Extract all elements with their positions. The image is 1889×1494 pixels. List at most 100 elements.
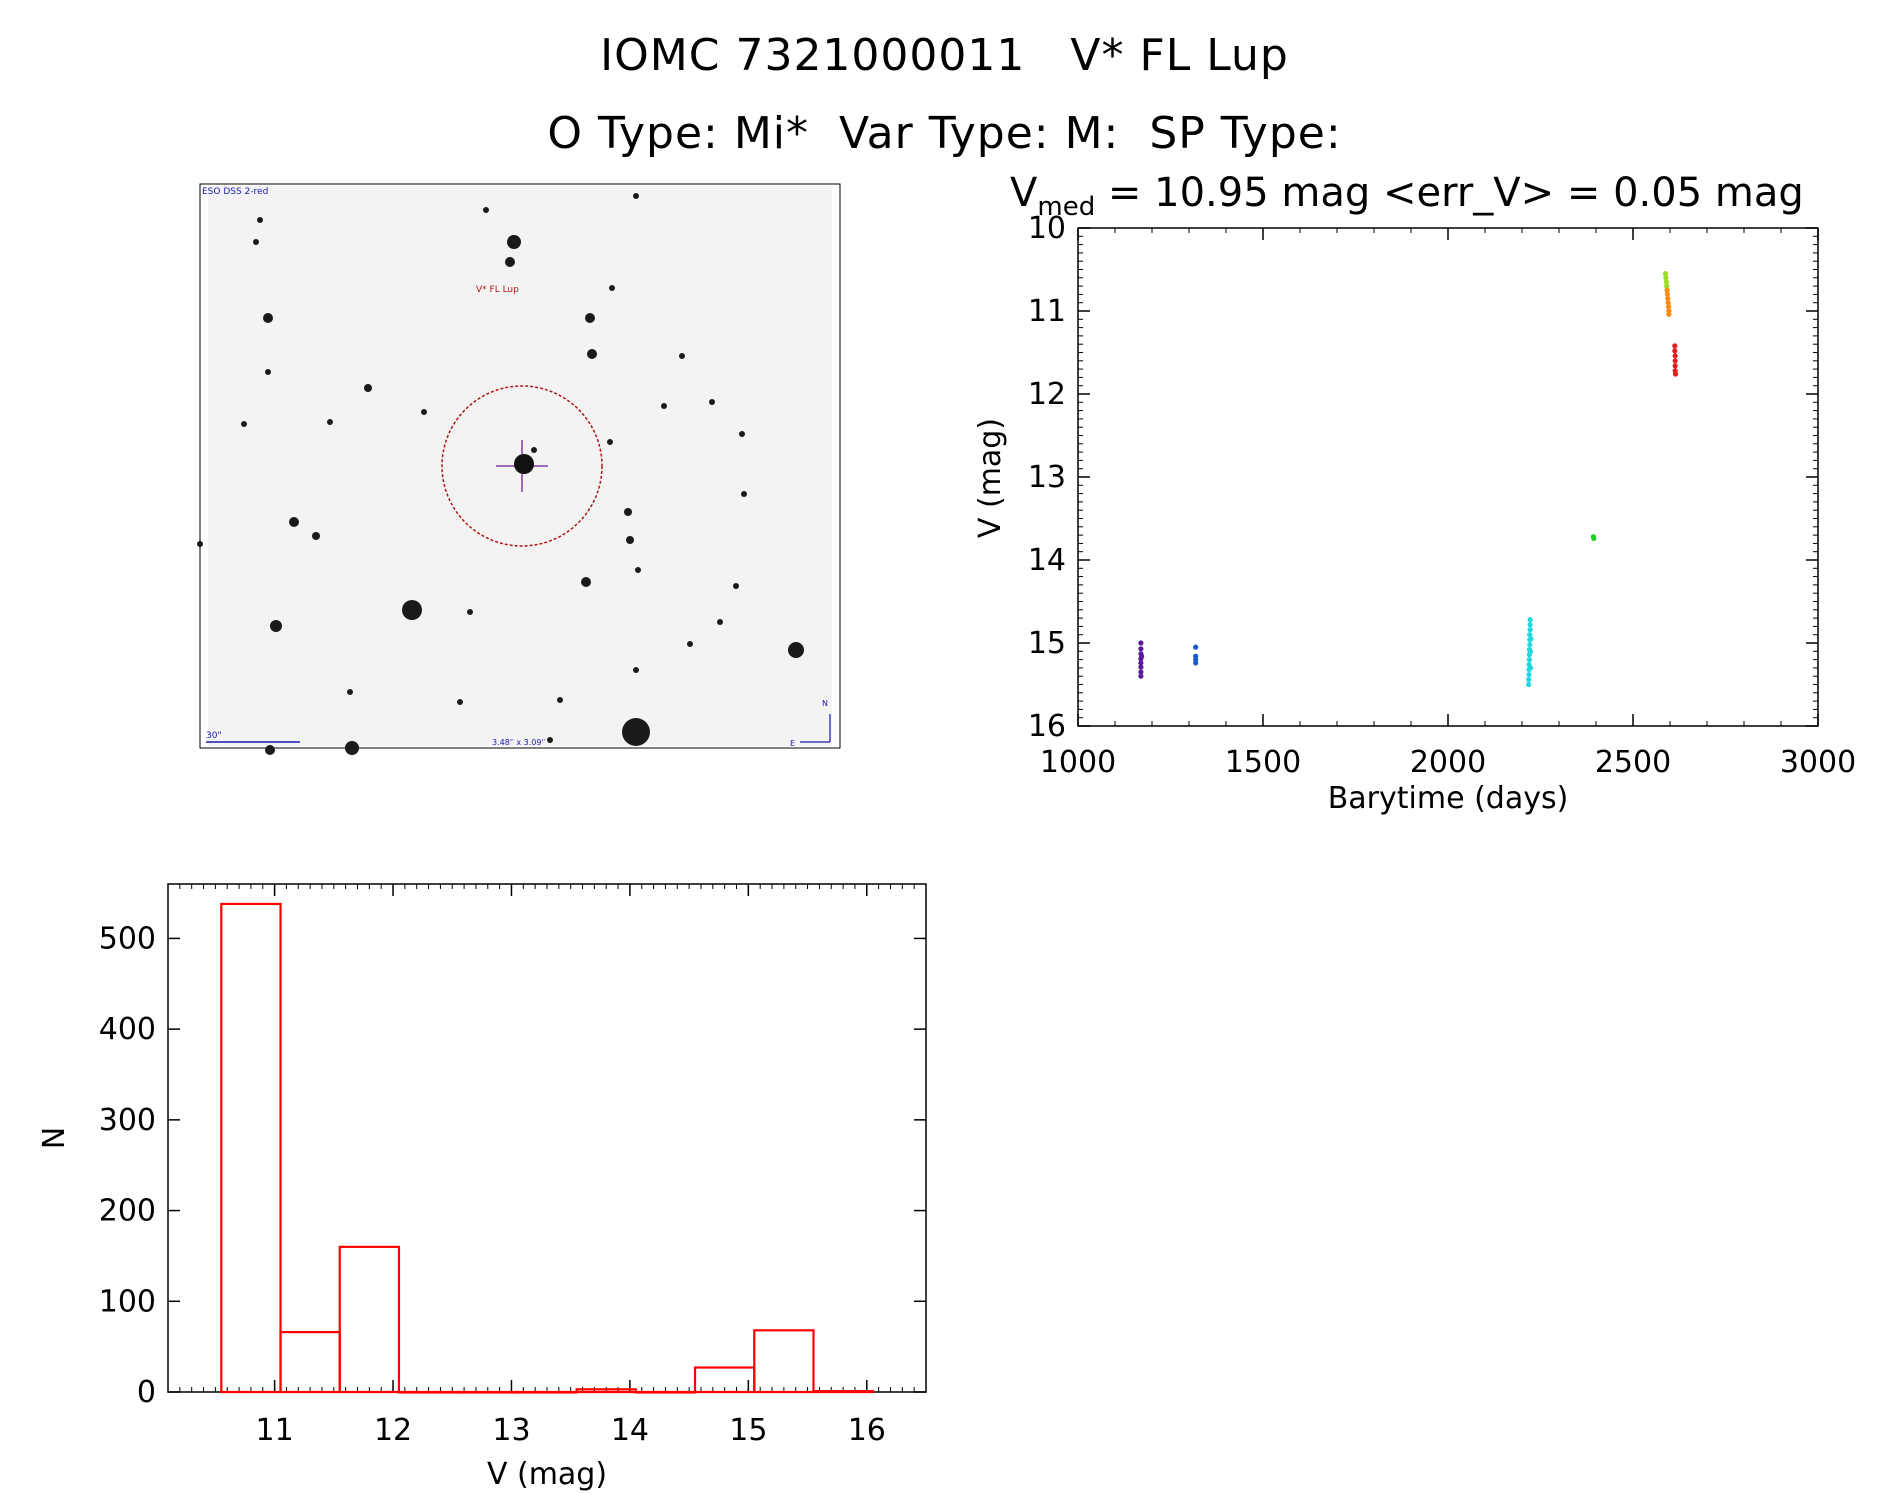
lc-data-point xyxy=(1527,617,1533,623)
lc-data-point xyxy=(1664,291,1671,297)
survey-label: ESO DSS 2-red xyxy=(202,187,268,197)
field-star xyxy=(327,419,333,425)
lc-data-point xyxy=(1662,271,1669,277)
lc-y-tick-label: 12 xyxy=(1028,377,1066,412)
hist-bar xyxy=(279,1331,341,1394)
hist-x-tick-label: 13 xyxy=(492,1413,530,1448)
lc-x-tick-label: 2000 xyxy=(1410,745,1486,780)
field-star xyxy=(587,349,597,359)
scale-label: 30" xyxy=(206,731,222,741)
lc-data-point xyxy=(1526,657,1532,663)
lc-data-point xyxy=(1138,646,1144,652)
field-star xyxy=(457,699,463,705)
lc-data-point xyxy=(1527,665,1534,671)
lc-data-point xyxy=(1672,368,1678,374)
field-star xyxy=(197,541,203,547)
field-star xyxy=(585,313,595,323)
hist-bar xyxy=(693,1366,756,1394)
field-star xyxy=(788,642,804,658)
lc-y-axis-label: V (mag) xyxy=(973,418,1008,538)
lc-data-point xyxy=(1193,644,1199,650)
field-star xyxy=(609,285,615,291)
lc-data-point xyxy=(1666,311,1672,317)
lc-data-point xyxy=(1526,652,1532,658)
lc-data-point xyxy=(1193,657,1199,663)
field-star xyxy=(402,600,422,620)
field-star xyxy=(270,620,282,632)
lc-data-point xyxy=(1138,640,1144,646)
hist-bar xyxy=(516,1390,578,1394)
page-title: IOMC 7321000011 V* FL Lup xyxy=(600,30,1289,81)
lc-data-point xyxy=(1527,627,1533,633)
finder-frame xyxy=(199,183,841,749)
histogram-chart: 11 12 13 14 15 16 0 100 200 300 400 500 V (mag) N xyxy=(37,883,927,1492)
field-star xyxy=(557,697,563,703)
star-field xyxy=(197,193,804,755)
lc-data-point xyxy=(1526,681,1532,688)
field-star xyxy=(257,217,263,223)
field-star xyxy=(531,447,537,453)
lc-data-point xyxy=(1138,664,1144,670)
lc-data-point xyxy=(1665,304,1672,310)
field-star xyxy=(741,491,747,497)
lc-data-point xyxy=(1527,637,1533,643)
lc-data-point xyxy=(1138,673,1144,679)
hist-axis-ticks: 11 12 13 14 15 16 0 100 200 300 400 500 xyxy=(99,884,926,1448)
lc-data-point xyxy=(1663,275,1669,281)
lc-data-point xyxy=(1138,669,1144,675)
finder-image-background xyxy=(208,186,832,746)
lc-data-point xyxy=(1139,653,1145,659)
lc-data-point xyxy=(1666,308,1672,314)
hist-bar xyxy=(575,1388,637,1394)
lc-x-tick-label: 2500 xyxy=(1595,745,1671,780)
field-star xyxy=(507,235,521,249)
lc-data-point xyxy=(1138,656,1144,662)
field-star xyxy=(717,619,723,625)
lc-data-point xyxy=(1528,636,1534,642)
hist-x-tick-label: 11 xyxy=(256,1413,294,1448)
field-star xyxy=(505,257,515,267)
hist-x-tick-label: 15 xyxy=(729,1413,767,1448)
field-star xyxy=(581,577,591,587)
lc-data-point xyxy=(1193,653,1199,659)
field-star xyxy=(265,745,275,755)
lc-y-tick-label: 13 xyxy=(1028,460,1066,495)
lc-x-axis-label: Barytime (days) xyxy=(1328,781,1569,816)
field-star xyxy=(253,239,259,245)
field-star xyxy=(289,517,299,527)
vmed-values: = 10.95 mag <err_V> = 0.05 mag xyxy=(1095,170,1804,216)
finder-chart: ESO DSS 2-red V* FL Lup 30" 3.48'′ x 3.0… xyxy=(197,183,841,755)
hist-bar xyxy=(457,1390,519,1394)
hist-x-tick-label: 12 xyxy=(374,1413,412,1448)
hist-y-tick-label: 300 xyxy=(99,1103,156,1138)
hist-plot-frame xyxy=(167,883,927,1393)
lc-data-point xyxy=(1193,660,1199,666)
lc-x-tick-label: 1500 xyxy=(1225,745,1301,780)
lc-data-point xyxy=(1527,632,1533,638)
field-star xyxy=(624,508,632,516)
field-star xyxy=(483,207,489,213)
hist-bar xyxy=(634,1390,697,1394)
object-type-line: O Type: Mi* Var Type: M: SP Type: xyxy=(547,108,1342,159)
lc-plot-frame xyxy=(1077,227,1819,727)
field-star xyxy=(364,384,372,392)
lc-data-point xyxy=(1665,295,1671,302)
lc-data-point xyxy=(1665,300,1671,306)
vmed-subscript: med xyxy=(1037,192,1096,222)
field-star xyxy=(622,718,650,746)
lc-data-point xyxy=(1672,343,1678,349)
hist-bars xyxy=(220,902,874,1394)
compass-north-label: N xyxy=(822,699,828,708)
hist-y-tick-label: 200 xyxy=(99,1194,156,1229)
lc-data-point xyxy=(1664,287,1670,293)
lc-data-point xyxy=(1526,647,1532,653)
field-star xyxy=(739,431,745,437)
field-star xyxy=(312,532,320,540)
field-star xyxy=(347,689,353,695)
hist-y-tick-label: 100 xyxy=(99,1284,156,1319)
